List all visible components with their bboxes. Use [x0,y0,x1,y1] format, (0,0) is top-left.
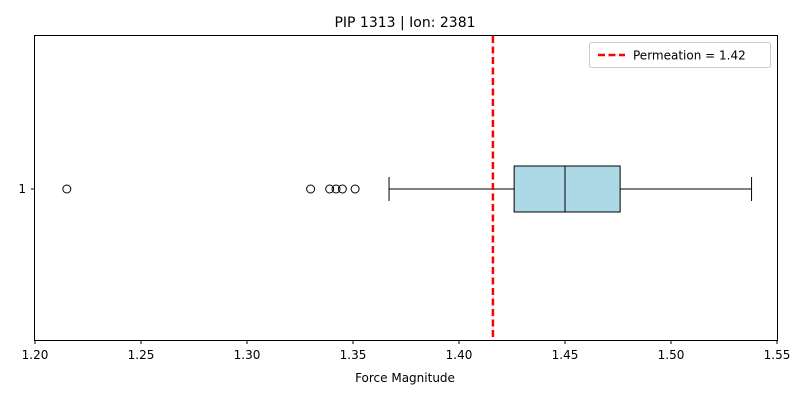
x-tick-label: 1.45 [552,348,579,362]
outlier-point [350,184,360,194]
chart-title: PIP 1313 | Ion: 2381 [334,15,475,31]
x-tick-label: 1.40 [446,348,473,362]
outlier-point [62,184,72,194]
outlier-point [337,184,347,194]
y-tick-label: 1 [18,182,26,196]
outlier-point [325,184,335,194]
x-tick-label: 1.55 [764,348,791,362]
outlier-point [306,184,316,194]
outlier-point [331,184,341,194]
chart-marks: 1.20 1.25 1.30 1.35 1.40 1.45 1.50 1.55 1 [18,36,790,362]
legend: Permeation = 1.42 [589,42,771,68]
x-tick-label: 1.35 [340,348,367,362]
x-axis-label: Force Magnitude [355,371,455,385]
x-tick-label: 1.25 [128,348,155,362]
plot-area-frame [34,35,778,341]
legend-frame [589,42,771,68]
x-tick-label: 1.30 [234,348,261,362]
iqr-box [513,165,621,213]
legend-label: Permeation = 1.42 [633,49,746,63]
x-tick-label: 1.20 [22,348,49,362]
x-tick-label: 1.50 [658,348,685,362]
